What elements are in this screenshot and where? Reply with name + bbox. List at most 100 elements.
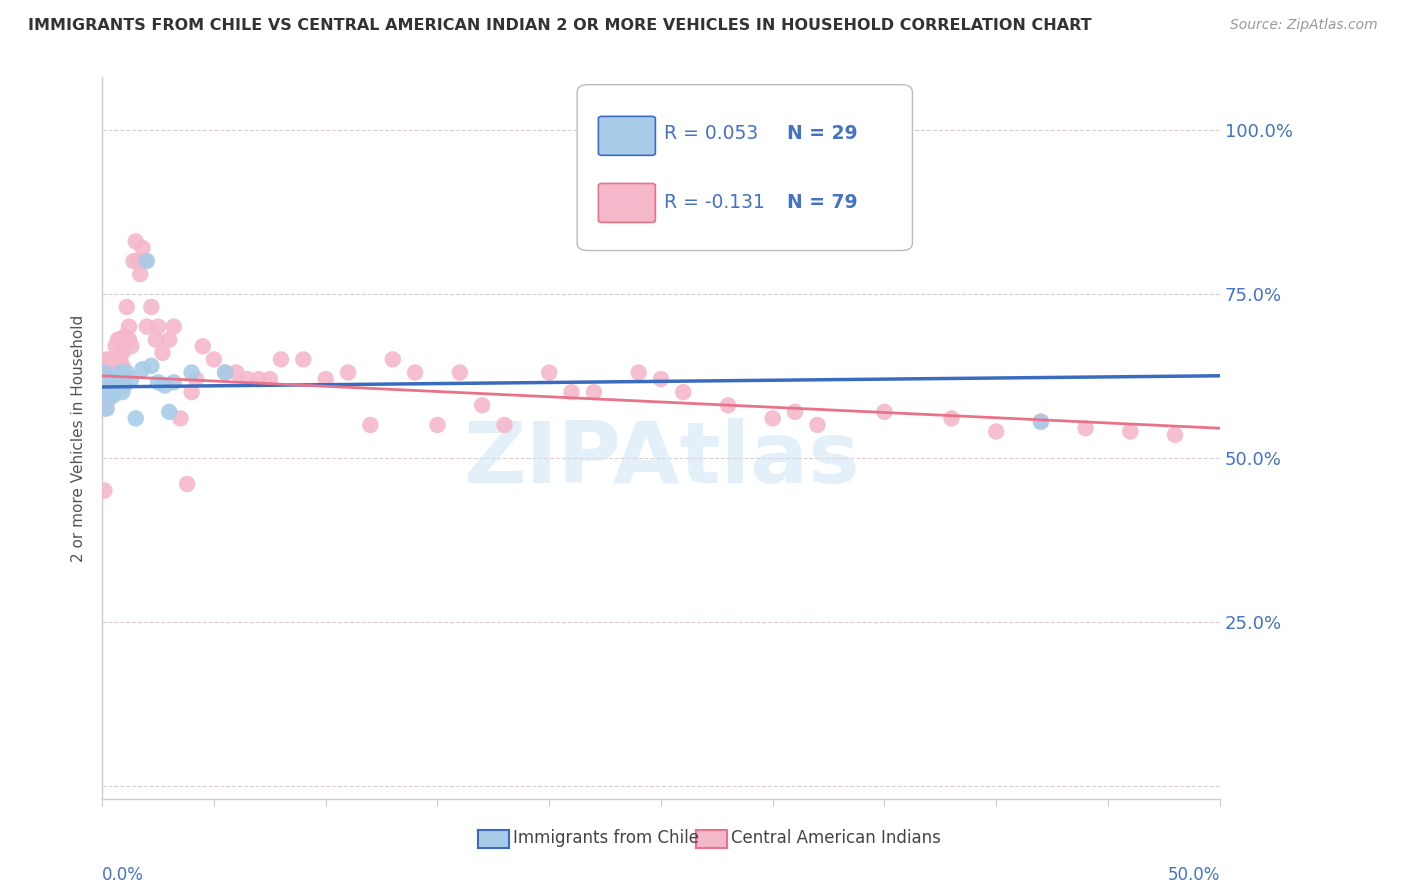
- Point: [115, 300, 138, 314]
- Point: [176, 477, 198, 491]
- Point: [471, 398, 494, 412]
- Point: [97, 388, 120, 402]
- Point: [97, 372, 120, 386]
- Point: [1029, 415, 1052, 429]
- Point: [100, 372, 122, 386]
- Point: [180, 366, 202, 380]
- Point: [163, 319, 186, 334]
- Point: [141, 359, 163, 373]
- Point: [114, 378, 136, 392]
- Point: [131, 241, 153, 255]
- Point: [118, 319, 141, 334]
- Point: [449, 366, 471, 380]
- Point: [145, 333, 167, 347]
- Point: [538, 366, 561, 380]
- Point: [1164, 427, 1187, 442]
- Point: [359, 417, 381, 432]
- Point: [103, 352, 125, 367]
- Point: [650, 372, 672, 386]
- Point: [114, 329, 136, 343]
- Point: [806, 417, 828, 432]
- Point: [111, 359, 134, 373]
- Point: [202, 352, 225, 367]
- Point: [141, 300, 163, 314]
- Point: [107, 372, 129, 386]
- Point: [582, 385, 605, 400]
- Point: [627, 366, 650, 380]
- Point: [100, 385, 122, 400]
- Text: N = 29: N = 29: [787, 124, 858, 144]
- Point: [120, 339, 142, 353]
- Point: [292, 352, 315, 367]
- Point: [93, 366, 115, 380]
- Point: [163, 376, 186, 390]
- Point: [152, 346, 174, 360]
- Point: [93, 483, 115, 498]
- Point: [404, 366, 426, 380]
- Point: [169, 411, 191, 425]
- Point: [157, 333, 180, 347]
- Point: [125, 235, 148, 249]
- Text: N = 79: N = 79: [787, 193, 858, 211]
- Point: [108, 352, 131, 367]
- Point: [104, 339, 127, 353]
- Point: [561, 385, 583, 400]
- Point: [1029, 415, 1052, 429]
- Point: [100, 368, 122, 383]
- Text: Central American Indians: Central American Indians: [731, 829, 941, 847]
- Point: [672, 385, 695, 400]
- Point: [100, 352, 122, 367]
- Point: [236, 372, 259, 386]
- Point: [104, 372, 127, 386]
- Point: [108, 366, 131, 380]
- Point: [93, 385, 115, 400]
- FancyBboxPatch shape: [599, 184, 655, 222]
- Point: [381, 352, 404, 367]
- FancyBboxPatch shape: [576, 85, 912, 251]
- Point: [494, 417, 516, 432]
- Text: 0.0%: 0.0%: [103, 865, 143, 884]
- Point: [1119, 425, 1142, 439]
- Point: [873, 405, 896, 419]
- Point: [135, 254, 157, 268]
- Point: [96, 385, 118, 400]
- Point: [103, 366, 125, 380]
- Point: [104, 359, 127, 373]
- FancyBboxPatch shape: [599, 116, 655, 155]
- Point: [214, 366, 236, 380]
- Point: [111, 385, 134, 400]
- Point: [986, 425, 1008, 439]
- Point: [146, 319, 169, 334]
- Point: [214, 366, 236, 380]
- Point: [225, 366, 247, 380]
- Text: 50.0%: 50.0%: [1167, 865, 1220, 884]
- Point: [783, 405, 806, 419]
- Point: [131, 362, 153, 376]
- Point: [135, 319, 157, 334]
- Point: [762, 411, 785, 425]
- Point: [180, 385, 202, 400]
- Text: Source: ZipAtlas.com: Source: ZipAtlas.com: [1230, 18, 1378, 32]
- Y-axis label: 2 or more Vehicles in Household: 2 or more Vehicles in Household: [72, 315, 86, 562]
- Point: [717, 398, 740, 412]
- Point: [111, 346, 134, 360]
- Point: [191, 339, 214, 353]
- Point: [103, 382, 125, 396]
- Point: [97, 378, 120, 392]
- Point: [107, 333, 129, 347]
- Point: [96, 352, 118, 367]
- Point: [120, 372, 142, 386]
- Text: IMMIGRANTS FROM CHILE VS CENTRAL AMERICAN INDIAN 2 OR MORE VEHICLES IN HOUSEHOLD: IMMIGRANTS FROM CHILE VS CENTRAL AMERICA…: [28, 18, 1091, 33]
- Point: [426, 417, 449, 432]
- Text: Immigrants from Chile: Immigrants from Chile: [513, 829, 699, 847]
- Point: [146, 376, 169, 390]
- Point: [107, 372, 129, 386]
- Point: [153, 378, 176, 392]
- Text: ZIPAtlas: ZIPAtlas: [463, 418, 859, 501]
- Point: [270, 352, 292, 367]
- Point: [104, 378, 127, 392]
- Point: [114, 376, 136, 390]
- Point: [315, 372, 337, 386]
- Point: [157, 405, 180, 419]
- Point: [96, 366, 118, 380]
